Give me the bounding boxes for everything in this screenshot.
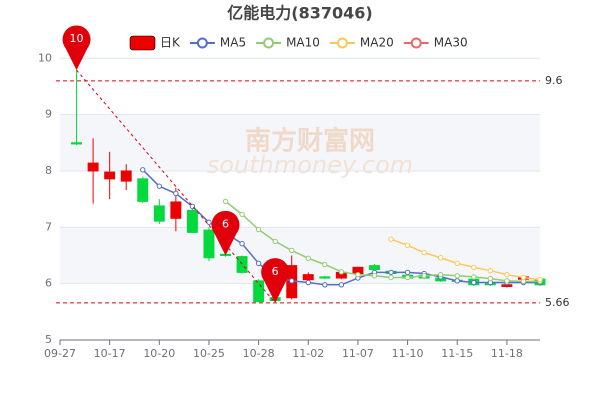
legend-label: MA30	[434, 36, 468, 50]
ma-point	[487, 275, 494, 282]
candle-body	[170, 201, 182, 219]
mark-pin-label: 6	[222, 217, 229, 230]
candle-body	[253, 280, 265, 303]
ma-point	[355, 271, 361, 278]
legend-icon	[196, 37, 208, 49]
ma-point	[305, 255, 311, 262]
ma-point	[255, 226, 262, 233]
ma-point	[322, 282, 328, 288]
x-tick-label: 10-25	[193, 347, 225, 360]
mark-pin-label: 6	[272, 265, 279, 278]
candle-body	[369, 265, 380, 271]
mark-pin	[261, 258, 290, 303]
ma-point	[322, 261, 328, 268]
candle-body	[137, 178, 149, 202]
candle-body	[104, 171, 116, 180]
ma-point	[272, 238, 278, 245]
x-tick-label: 10-28	[243, 347, 275, 360]
ma-point	[404, 242, 411, 249]
split-area	[60, 227, 540, 284]
ma-line	[225, 200, 540, 283]
mark-connector	[76, 69, 276, 304]
ma-point	[504, 278, 510, 284]
x-tick-label: 11-10	[392, 347, 424, 360]
mark-pin	[211, 210, 240, 256]
ma-point	[437, 255, 444, 261]
candle-body	[71, 142, 83, 145]
candle-body	[120, 170, 132, 182]
legend-label: MA5	[220, 36, 246, 50]
y-tick-label: 7	[45, 220, 52, 233]
ma-point	[471, 274, 477, 280]
mark-line-label: 9.6	[545, 74, 563, 87]
mark-pin	[62, 25, 91, 71]
ma-point	[388, 269, 394, 276]
ma-point	[437, 271, 444, 278]
split-area	[60, 114, 540, 171]
ma-point	[471, 279, 477, 286]
ma-point	[421, 249, 427, 256]
candle-body	[153, 205, 165, 222]
candle-body	[302, 274, 314, 281]
ma-point	[305, 279, 311, 286]
x-tick-label: 11-18	[491, 347, 523, 360]
ma-point	[404, 274, 411, 281]
y-tick-label: 8	[45, 164, 52, 177]
ma-point	[239, 240, 245, 247]
ma-point	[338, 282, 345, 288]
ma-line	[390, 238, 541, 281]
ma-point	[289, 247, 295, 254]
y-tick-label: 5	[45, 333, 52, 346]
ma-point	[537, 277, 543, 283]
ma-point	[471, 264, 477, 271]
x-tick-label: 11-15	[441, 347, 473, 360]
ma-point	[371, 273, 378, 279]
ma-point	[222, 198, 229, 205]
y-tick-label: 9	[45, 108, 52, 121]
x-tick-label: 11-07	[342, 347, 374, 360]
chart-title: 亿能电力(837046)	[227, 4, 372, 23]
ma-point	[504, 271, 510, 278]
ma-point	[255, 260, 262, 267]
ma-point	[404, 269, 411, 276]
candle-body	[203, 229, 215, 259]
x-tick-label: 09-27	[44, 347, 76, 360]
ma-point	[388, 274, 394, 281]
legend-label: MA10	[286, 36, 320, 50]
ma-point	[421, 273, 427, 279]
ma-point	[520, 274, 527, 281]
legend-icon	[263, 37, 275, 49]
legend-label: 日K	[160, 36, 181, 50]
ma-point	[454, 260, 460, 267]
ma-point	[454, 278, 460, 284]
legend-icon	[129, 35, 156, 51]
x-tick-label: 10-20	[143, 347, 175, 360]
candle-body	[87, 162, 99, 172]
ma-point	[388, 236, 394, 242]
ma-point	[239, 211, 245, 218]
candle-body	[319, 276, 331, 279]
legend-icon	[336, 37, 348, 49]
ma-point	[173, 190, 179, 197]
candle-body	[186, 209, 198, 233]
ma-point	[289, 278, 295, 284]
watermark-title: 南方财富网	[245, 126, 375, 157]
mark-pin-label: 10	[70, 32, 84, 45]
mark-line-label: 5.66	[545, 296, 570, 309]
x-tick-label: 11-02	[292, 347, 324, 360]
x-tick-label: 10-17	[94, 347, 126, 360]
y-tick-label: 6	[45, 277, 52, 290]
ma-point	[487, 267, 494, 274]
ma-point	[140, 167, 146, 173]
y-tick-label: 10	[38, 51, 52, 64]
ma-point	[156, 183, 163, 189]
legend-icon	[410, 37, 422, 49]
ma-point	[454, 273, 460, 279]
watermark-subtitle: southmoney.com	[207, 151, 413, 179]
ma-point	[206, 219, 212, 225]
candle-body	[236, 256, 248, 273]
ma-point	[338, 269, 345, 275]
legend-label: MA20	[360, 36, 394, 50]
